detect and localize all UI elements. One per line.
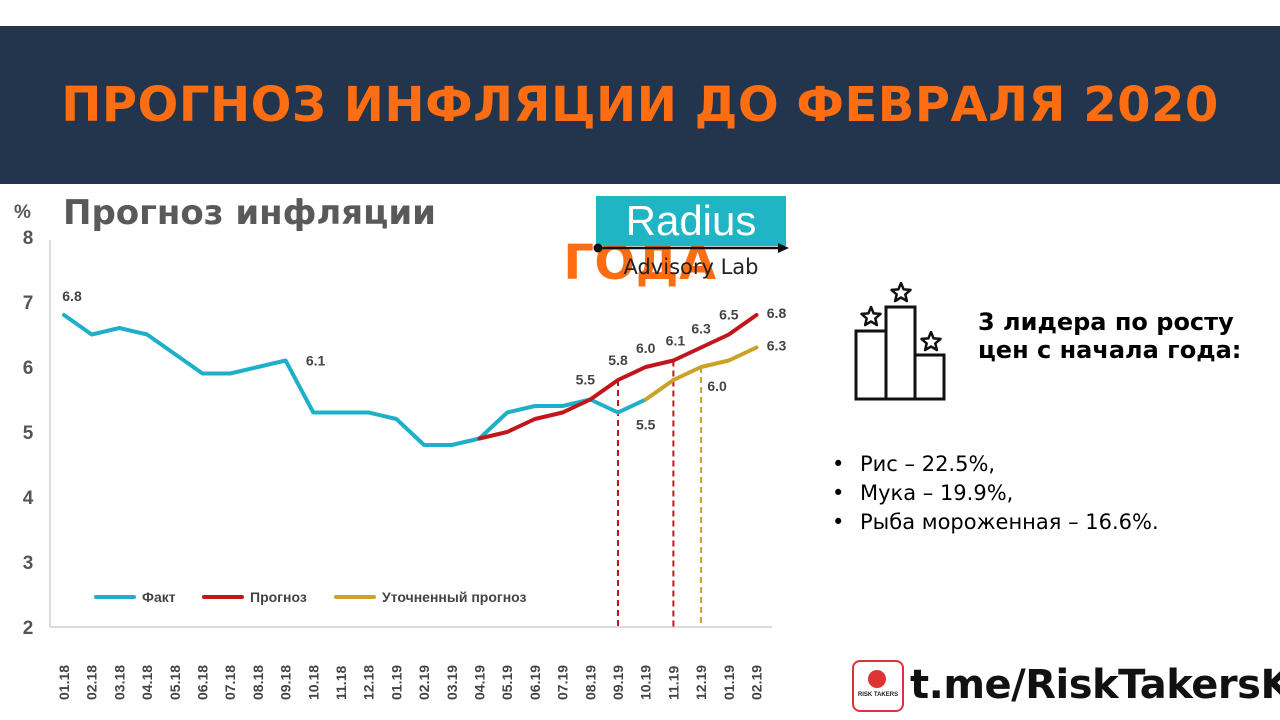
y-tick-label: 6 [23,358,34,379]
legend-label: Прогноз [250,589,307,605]
legend-label: Уточненный прогноз [382,589,527,605]
risk-takers-logo-text: RISK TAKERS [857,692,899,698]
series-line-2 [643,345,759,402]
star-icon [860,305,882,327]
telegram-link[interactable]: t.me/RiskTakersKZ [910,662,1280,708]
series-line-0 [62,313,648,447]
list-item: • Рис – 22.5%, [832,452,996,476]
title-banner: ПРОГНОЗ ИНФЛЯЦИИ ДО ФЕВРАЛЯ 2020 ГОДА [0,26,1280,291]
y-tick-label: 2 [23,618,34,639]
x-tick-label: 01.18 [56,665,72,700]
data-label: 6.3 [767,338,787,354]
data-label: 6.1 [666,333,686,349]
chart-title: Прогноз инфляции [63,193,436,233]
leaders-list: • Рис – 22.5%, • Мука – 19.9%, • Рыба морож… [832,450,1159,537]
x-tick-label: 02.18 [84,665,100,700]
x-tick-label: 09.18 [278,665,294,700]
data-label: 5.5 [576,372,596,388]
y-tick-label: 5 [23,423,34,444]
x-tick-label: 02.19 [416,665,432,700]
x-tick-label: 07.18 [222,665,238,700]
data-label: 6.0 [707,378,727,394]
x-tick-label: 12.19 [693,665,709,700]
podium-icon-right [913,353,946,401]
list-item: • Мука – 19.9%, [832,481,1014,505]
x-tick-label: 03.19 [444,665,460,700]
data-label: 6.0 [636,340,656,356]
x-tick-label: 11.19 [665,666,681,700]
x-tick-label: 11.18 [333,666,349,700]
x-tick-label: 05.19 [499,665,515,700]
y-tick-label: 7 [23,293,34,314]
logo-arrow-head [778,243,789,253]
series-line-1 [477,313,759,441]
data-label: 6.5 [719,307,739,323]
x-tick-label: 01.19 [721,665,737,700]
legend-label: Факт [142,589,176,605]
x-tick-label: 08.19 [582,665,598,700]
podium-icon-left [854,329,888,401]
leader-item-label: Мука – 19.9%, [860,481,1014,505]
x-tick-label: 01.19 [388,665,404,700]
data-label: 5.5 [636,417,656,433]
x-tick-label: 02.19 [749,665,765,700]
star-icon [890,281,912,303]
x-tick-label: 09.19 [610,665,626,700]
list-item: • Рыба мороженная – 16.6%. [832,510,1159,534]
x-tick-label: 04.18 [139,665,155,700]
star-icon [920,330,942,352]
data-label: 5.8 [608,352,628,368]
leaders-title: 3 лидера по росту цен с начала года: [978,308,1242,364]
radius-logo-subtitle: Advisory Lab [623,255,759,279]
x-tick-label: 04.19 [472,665,488,700]
x-tick-label: 03.18 [111,665,127,700]
x-tick-label: 06.19 [527,665,543,700]
y-tick-label: 3 [23,553,34,574]
logo-arrow-dot [593,243,603,253]
radius-logo-box [596,196,786,246]
data-label: 6.3 [691,321,711,337]
data-label: 6.8 [767,305,787,321]
page-title: ПРОГНОЗ ИНФЛЯЦИИ ДО ФЕВРАЛЯ 2020 ГОДА [61,77,1219,291]
x-tick-label: 10.19 [638,665,654,700]
leader-item-label: Рыба мороженная – 16.6%. [860,510,1159,534]
x-tick-label: 06.18 [195,665,211,700]
risk-takers-logo-icon: RISK TAKERS [852,660,904,712]
leader-item-label: Рис – 22.5%, [860,452,996,476]
x-tick-label: 12.18 [361,665,377,700]
x-tick-label: 05.18 [167,665,183,700]
bomb-icon [868,670,886,688]
radius-logo-text: Radius [625,197,757,244]
y-axis-unit-label: % [14,202,31,223]
y-tick-label: 4 [23,488,34,509]
x-tick-label: 10.18 [305,665,321,700]
data-label: 6.8 [62,288,82,304]
x-tick-label: 08.18 [250,665,266,700]
x-tick-label: 07.19 [555,665,571,700]
data-label: 6.1 [306,353,326,369]
y-tick-label: 8 [23,228,34,249]
podium-icon-center [884,305,917,401]
